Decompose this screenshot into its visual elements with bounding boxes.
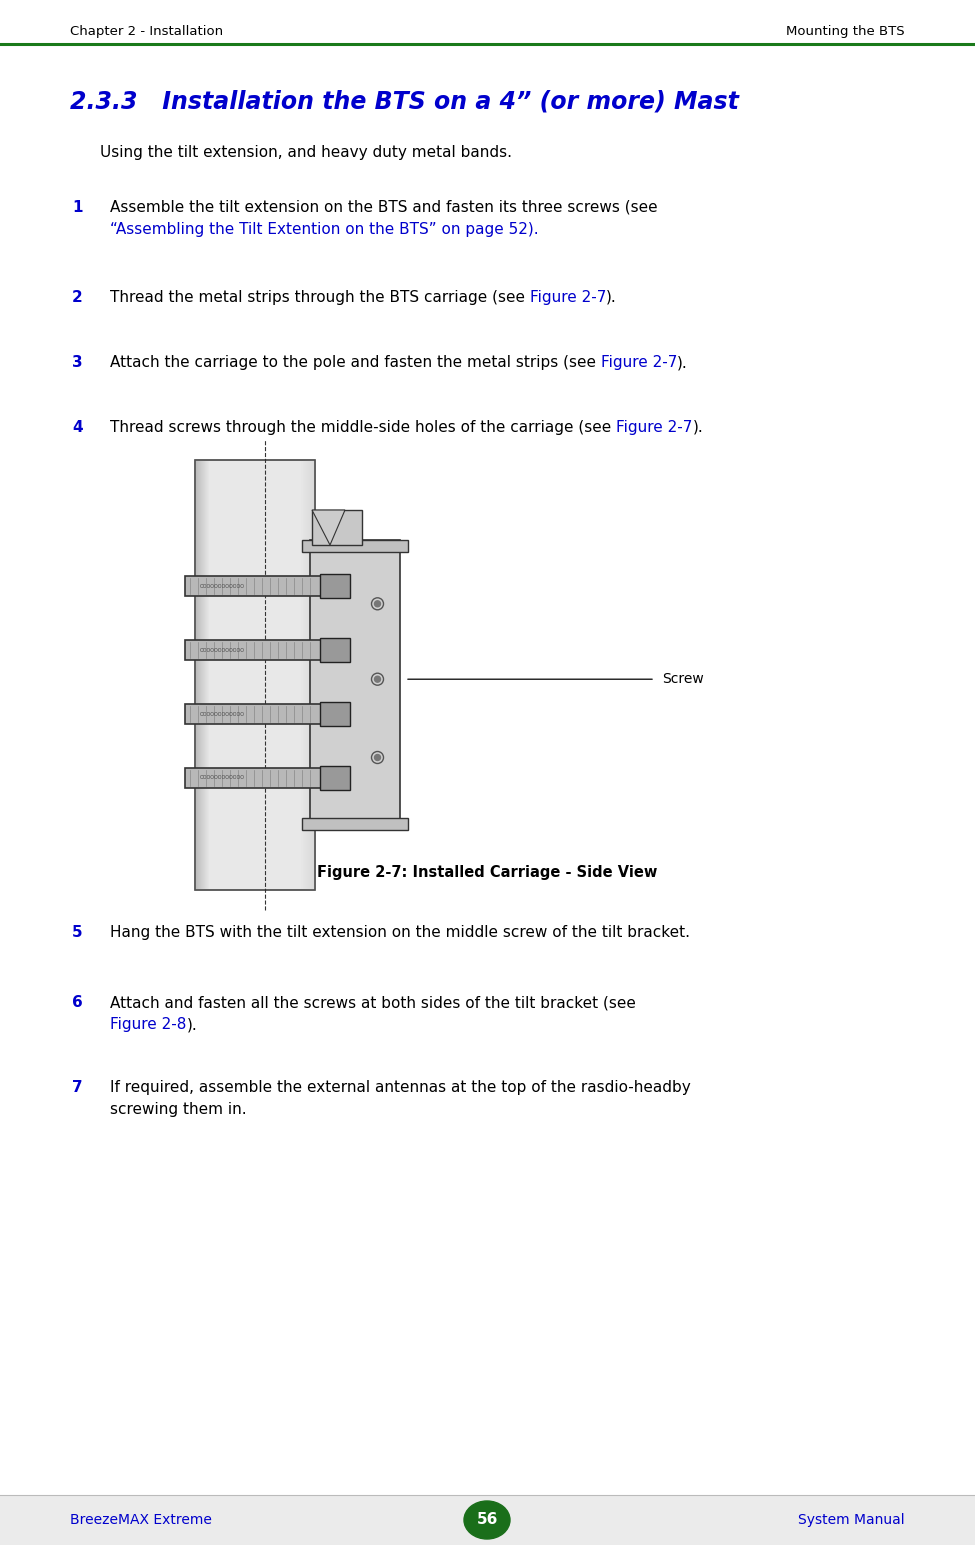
Bar xyxy=(308,460,309,890)
Bar xyxy=(200,460,201,890)
Text: If required, assemble the external antennas at the top of the rasdio-headby: If required, assemble the external anten… xyxy=(110,1080,690,1095)
Text: Using the tilt extension, and heavy duty metal bands.: Using the tilt extension, and heavy duty… xyxy=(100,145,512,161)
Text: 3: 3 xyxy=(72,355,83,369)
Text: screwing them in.: screwing them in. xyxy=(110,1102,247,1117)
Bar xyxy=(303,460,304,890)
Text: 4: 4 xyxy=(72,420,83,436)
Bar xyxy=(206,460,207,890)
Ellipse shape xyxy=(464,1502,510,1539)
Bar xyxy=(208,460,209,890)
Bar xyxy=(185,640,325,660)
Bar xyxy=(0,1496,975,1545)
Text: Chapter 2 - Installation: Chapter 2 - Installation xyxy=(70,26,223,39)
Bar xyxy=(204,460,205,890)
Bar xyxy=(307,460,308,890)
Text: ).: ). xyxy=(606,290,617,304)
Text: 2.3.3   Installation the BTS on a 4” (or more) Mast: 2.3.3 Installation the BTS on a 4” (or m… xyxy=(70,90,739,114)
Text: BreezeMAX Extreme: BreezeMAX Extreme xyxy=(70,1513,212,1526)
Text: ).: ). xyxy=(186,1017,197,1032)
Bar xyxy=(205,460,206,890)
Text: Figure 2-7: Figure 2-7 xyxy=(601,355,678,369)
Bar xyxy=(311,460,312,890)
Bar xyxy=(301,460,302,890)
Text: Thread the metal strips through the BTS carriage (see: Thread the metal strips through the BTS … xyxy=(110,290,529,304)
Bar xyxy=(207,460,208,890)
Text: Attach and fasten all the screws at both sides of the tilt bracket (see: Attach and fasten all the screws at both… xyxy=(110,995,636,1010)
Text: 5: 5 xyxy=(72,925,83,939)
Text: Attach the carriage to the pole and fasten the metal strips (see: Attach the carriage to the pole and fast… xyxy=(110,355,601,369)
Bar xyxy=(202,460,203,890)
Bar xyxy=(302,817,408,830)
Text: Figure 2-8: Figure 2-8 xyxy=(110,1017,186,1032)
Bar xyxy=(195,460,196,890)
Bar xyxy=(302,460,303,890)
Text: Figure 2-7: Figure 2-7 xyxy=(529,290,606,304)
Bar xyxy=(320,638,350,663)
Bar xyxy=(310,541,400,830)
Text: Screw: Screw xyxy=(662,672,704,686)
Text: Figure 2-7: Installed Carriage - Side View: Figure 2-7: Installed Carriage - Side Vi… xyxy=(317,865,657,881)
Bar xyxy=(306,460,307,890)
Bar xyxy=(199,460,200,890)
Text: System Manual: System Manual xyxy=(799,1513,905,1526)
Bar xyxy=(313,460,314,890)
Bar xyxy=(197,460,198,890)
Text: “Assembling the Tilt Extention on the BTS” on page 52).: “Assembling the Tilt Extention on the BT… xyxy=(110,222,538,236)
Bar xyxy=(310,460,311,890)
Text: 1: 1 xyxy=(72,199,83,215)
Text: ).: ). xyxy=(678,355,688,369)
Bar xyxy=(201,460,202,890)
Bar xyxy=(198,460,199,890)
Text: Hang the BTS with the tilt extension on the middle screw of the tilt bracket.: Hang the BTS with the tilt extension on … xyxy=(110,925,690,939)
Text: Assemble the tilt extension on the BTS and fasten its three screws (see: Assemble the tilt extension on the BTS a… xyxy=(110,199,657,215)
Bar xyxy=(312,460,313,890)
Bar xyxy=(302,541,408,552)
Text: 7: 7 xyxy=(72,1080,83,1095)
Text: ).: ). xyxy=(692,420,703,436)
Circle shape xyxy=(374,754,380,760)
Bar xyxy=(185,576,325,596)
Bar xyxy=(309,460,310,890)
Text: 2: 2 xyxy=(72,290,83,304)
Bar xyxy=(320,766,350,789)
Bar xyxy=(320,701,350,726)
Polygon shape xyxy=(312,510,345,545)
Bar xyxy=(185,705,325,725)
Bar xyxy=(320,575,350,598)
Text: Mounting the BTS: Mounting the BTS xyxy=(787,26,905,39)
Text: OOOOOOOOOOOO: OOOOOOOOOOOO xyxy=(200,584,245,589)
Text: OOOOOOOOOOOO: OOOOOOOOOOOO xyxy=(200,712,245,717)
Text: 56: 56 xyxy=(477,1513,497,1528)
Text: OOOOOOOOOOOO: OOOOOOOOOOOO xyxy=(200,647,245,652)
Bar xyxy=(203,460,204,890)
Bar xyxy=(305,460,306,890)
Bar xyxy=(196,460,197,890)
Bar xyxy=(304,460,305,890)
Text: Figure 2-8: Figure 2-8 xyxy=(110,1017,186,1032)
Text: OOOOOOOOOOOO: OOOOOOOOOOOO xyxy=(200,776,245,780)
Bar xyxy=(314,460,315,890)
Text: 6: 6 xyxy=(72,995,83,1010)
Circle shape xyxy=(374,677,380,683)
Text: Thread screws through the middle-side holes of the carriage (see: Thread screws through the middle-side ho… xyxy=(110,420,616,436)
Bar xyxy=(185,768,325,788)
Bar xyxy=(195,460,315,890)
Bar xyxy=(312,510,362,545)
Circle shape xyxy=(374,601,380,607)
Text: Figure 2-7: Figure 2-7 xyxy=(616,420,692,436)
